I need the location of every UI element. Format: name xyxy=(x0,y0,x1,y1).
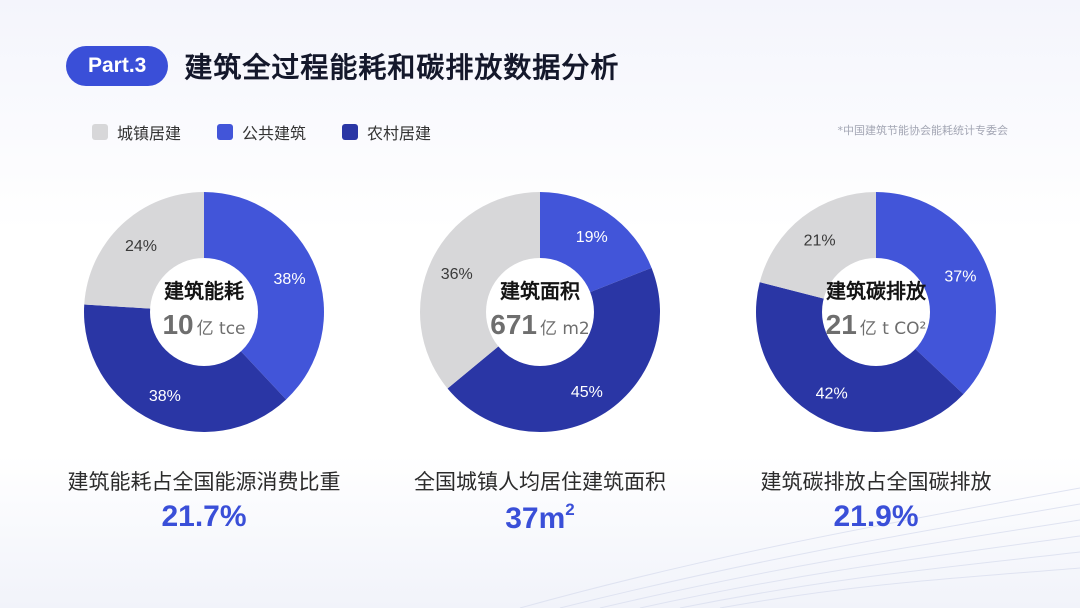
donut-hole-carbon xyxy=(822,258,930,366)
slice-label-public-area: 19% xyxy=(576,229,608,246)
legend-swatch-urban xyxy=(92,124,108,140)
donut-chart-energy: 38% 38% 24% 建筑能耗 10 亿 tce xyxy=(82,190,326,434)
center-value-area: 671 亿 m2 xyxy=(490,309,590,340)
legend-label-rural: 农村居建 xyxy=(367,124,432,143)
donut-hole-energy xyxy=(150,258,258,366)
source-note: *中国建筑节能协会能耗统计专委会 xyxy=(837,124,1009,137)
legend-item-urban: 城镇居建 xyxy=(92,120,181,144)
donut-chart-carbon: 37% 42% 21% 建筑碳排放 21 亿 t CO² xyxy=(754,190,998,434)
stat-area-superscript: 2 xyxy=(565,500,575,519)
caption-area: 全国城镇人均居住建筑面积 xyxy=(414,470,666,494)
center-value-energy: 10 亿 tce xyxy=(162,309,245,340)
slice-label-public-carbon: 37% xyxy=(944,268,976,285)
stat-energy: 21.7% xyxy=(34,500,374,534)
center-title-carbon: 建筑碳排放 xyxy=(826,279,927,303)
legend-swatch-public xyxy=(217,124,234,140)
legend-item-rural: 农村居建 xyxy=(342,120,431,144)
slice-label-rural-area: 45% xyxy=(571,384,603,401)
legend-item-public: 公共建筑 xyxy=(217,120,306,144)
donut-svg-area: 19% 45% 36% 建筑面积 671 亿 m2 xyxy=(419,192,660,433)
donut-svg-energy: 38% 38% 24% 建筑能耗 10 亿 tce xyxy=(84,192,325,432)
legend-label-public: 公共建筑 xyxy=(242,124,307,143)
slice-public-energy xyxy=(204,192,325,400)
page-title: 建筑全过程能耗和碳排放数据分析 xyxy=(184,51,620,84)
slice-label-public-energy: 38% xyxy=(274,271,306,288)
slice-rural-energy xyxy=(84,304,287,432)
donut-chart-area: 19% 45% 36% 建筑面积 671 亿 m2 xyxy=(418,190,662,434)
center-title-area: 建筑面积 xyxy=(500,279,580,303)
slice-label-rural-carbon: 42% xyxy=(816,386,848,403)
caption-carbon: 建筑碳排放占全国碳排放 xyxy=(760,470,992,494)
donut-svg-carbon: 37% 42% 21% 建筑碳排放 21 亿 t CO² xyxy=(756,192,996,432)
center-value-carbon: 21 亿 t CO² xyxy=(826,309,927,340)
stat-area: 37m2 xyxy=(370,500,710,536)
center-title-energy: 建筑能耗 xyxy=(164,279,244,303)
slice-label-urban-energy: 24% xyxy=(125,238,157,255)
caption-energy: 建筑能耗占全国能源消费比重 xyxy=(67,470,341,494)
stat-area-value: 37m xyxy=(505,502,566,535)
slice-public-carbon xyxy=(876,192,996,395)
slice-label-rural-energy: 38% xyxy=(149,388,181,405)
section-header: Part.3 建筑全过程能耗和碳排放数据分析 xyxy=(66,46,619,86)
legend-swatch-rural xyxy=(342,124,359,140)
legend-label-urban: 城镇居建 xyxy=(117,124,182,143)
part-badge: Part.3 xyxy=(66,46,169,86)
stat-carbon: 21.9% xyxy=(706,500,1046,534)
slice-label-urban-carbon: 21% xyxy=(804,232,836,249)
slice-urban-area xyxy=(419,192,540,389)
stat-carbon-value: 21.9% xyxy=(833,500,919,533)
stat-energy-value: 21.7% xyxy=(161,500,247,533)
donut-hole-area xyxy=(486,258,594,366)
slice-label-urban-area: 36% xyxy=(441,266,473,283)
chart-legend: 城镇居建 公共建筑 农村居建 xyxy=(92,120,467,144)
